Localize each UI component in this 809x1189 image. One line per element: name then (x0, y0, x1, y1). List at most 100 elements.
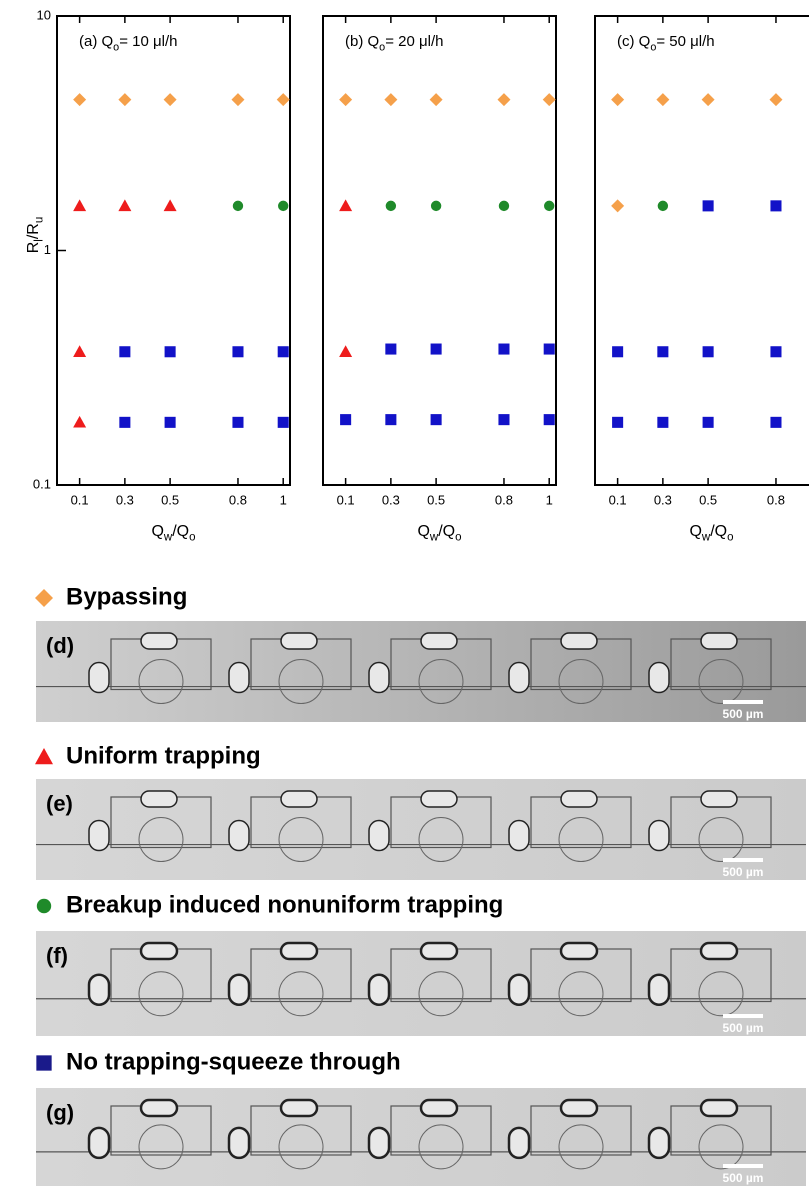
square-marker (119, 346, 130, 357)
x-axis-label: Qw/Qo (417, 523, 461, 543)
droplet (701, 943, 737, 959)
x-axis-label: Qw/Qo (151, 523, 195, 543)
droplet (701, 633, 737, 649)
diamond-marker (73, 93, 86, 106)
droplet (229, 663, 249, 693)
diamond-marker (35, 589, 53, 607)
legend-label: No trapping-squeeze through (66, 1048, 401, 1075)
square-marker (232, 417, 243, 428)
droplet (89, 975, 109, 1005)
circle-marker (233, 201, 243, 211)
triangle-marker (164, 199, 177, 211)
square-marker (340, 414, 351, 425)
y-axis-label: Rl/Ru (25, 217, 45, 254)
diamond-marker (611, 93, 624, 106)
triangle-marker (35, 748, 53, 764)
square-marker (278, 346, 289, 357)
droplet (229, 1128, 249, 1158)
panel-label: (e) (46, 791, 73, 816)
text-part: (b) Q (345, 33, 379, 50)
square-marker (498, 414, 509, 425)
square-marker (232, 346, 243, 357)
subscript: u (34, 217, 46, 223)
text-part: /Q (438, 523, 455, 540)
square-marker (431, 344, 442, 355)
droplet (509, 821, 529, 851)
diamond-marker (231, 93, 244, 106)
figure: 0.10.30.50.810.1110(a) Qo= 10 μl/hQw/QoR… (0, 0, 809, 1189)
droplet (141, 633, 177, 649)
droplet (89, 821, 109, 851)
circle-marker (37, 899, 51, 913)
legend-label: Bypassing (66, 583, 187, 610)
square-marker (498, 344, 509, 355)
triangle-marker (118, 199, 131, 211)
scale-label: 500 µm (723, 707, 764, 721)
droplet (421, 943, 457, 959)
droplet (509, 975, 529, 1005)
diamond-marker (702, 93, 715, 106)
droplet (509, 1128, 529, 1158)
text-part: R (25, 242, 42, 254)
square-marker (703, 346, 714, 357)
text-part: = 50 μl/h (656, 33, 714, 50)
text-part: Q (151, 523, 163, 540)
droplet (141, 791, 177, 807)
square-marker (770, 417, 781, 428)
text-part: = 10 μl/h (119, 33, 177, 50)
diamond-marker (339, 93, 352, 106)
droplet (281, 943, 317, 959)
droplet (229, 975, 249, 1005)
x-tick-label: 0.5 (699, 492, 717, 507)
diamond-marker (769, 93, 782, 106)
droplet (281, 1100, 317, 1116)
text-part: (a) Q (79, 33, 113, 50)
droplet (89, 663, 109, 693)
text-part: Q (417, 523, 429, 540)
droplet (229, 821, 249, 851)
square-marker (165, 346, 176, 357)
droplet (421, 633, 457, 649)
droplet (701, 1100, 737, 1116)
legend-label: Breakup induced nonuniform trapping (66, 891, 503, 918)
square-marker (703, 417, 714, 428)
droplet (281, 791, 317, 807)
droplet (649, 975, 669, 1005)
droplet (649, 663, 669, 693)
scale-label: 500 µm (723, 865, 764, 879)
x-tick-label: 0.3 (382, 492, 400, 507)
scale-label: 500 µm (723, 1021, 764, 1035)
text-part: /R (25, 223, 42, 239)
droplet (369, 663, 389, 693)
panel-label: (g) (46, 1100, 74, 1125)
square-marker (385, 414, 396, 425)
panel-title: (c) Qo= 50 μl/h (617, 33, 715, 53)
droplet (649, 1128, 669, 1158)
circle-marker (431, 201, 441, 211)
square-marker (119, 417, 130, 428)
triangle-marker (73, 199, 86, 211)
circle-marker (278, 201, 288, 211)
text-part: /Q (710, 523, 727, 540)
square-marker (544, 414, 555, 425)
diamond-marker (164, 93, 177, 106)
droplet (89, 1128, 109, 1158)
plot-frame (595, 16, 809, 485)
droplet (141, 1100, 177, 1116)
square-marker (36, 1055, 51, 1070)
panel-title: (a) Qo= 10 μl/h (79, 33, 177, 53)
square-marker (657, 417, 668, 428)
droplet (509, 663, 529, 693)
diamond-marker (118, 93, 131, 106)
square-marker (612, 346, 623, 357)
y-tick-label: 1 (44, 242, 51, 257)
panel-title: (b) Qo= 20 μl/h (345, 33, 443, 53)
subscript: o (455, 532, 461, 544)
text-part: (c) Q (617, 33, 650, 50)
square-marker (703, 200, 714, 211)
x-tick-label: 0.1 (609, 492, 627, 507)
x-tick-label: 0.5 (427, 492, 445, 507)
droplet (369, 975, 389, 1005)
droplet (421, 1100, 457, 1116)
square-marker (165, 417, 176, 428)
